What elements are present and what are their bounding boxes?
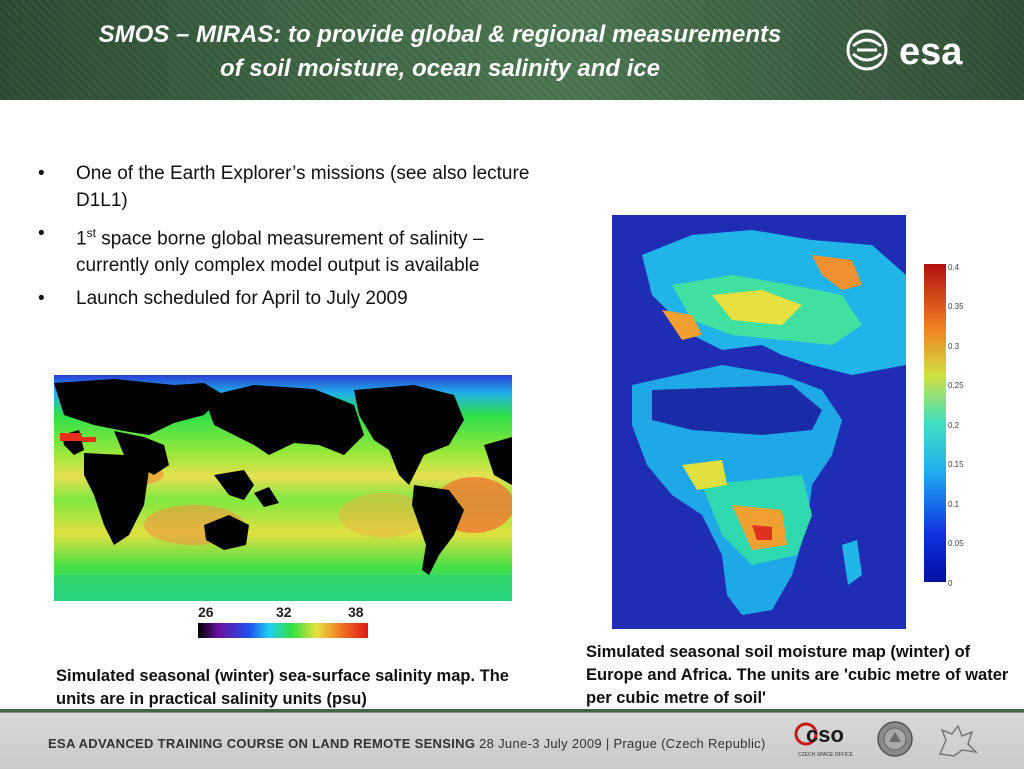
bullet-superscript: st [86, 226, 96, 240]
footer-divider [0, 709, 1024, 712]
moisture-tick: 0.2 [948, 421, 960, 430]
moisture-tick: 0.3 [948, 342, 960, 351]
bullet-text: Launch scheduled for April to July 2009 [76, 288, 408, 310]
slide-title: SMOS – MIRAS: to provide global & region… [20, 18, 860, 86]
cso-subtitle: CZECH SPACE OFFICE [798, 752, 854, 758]
bullet-text: space borne global measurement of salini… [76, 228, 484, 277]
salinity-colorbar: 26 32 38 psu [198, 604, 368, 638]
moisture-tick: 0.15 [948, 460, 964, 469]
esa-logo-text: esa [899, 31, 963, 73]
bullet-item: Launch scheduled for April to July 2009 [36, 285, 556, 312]
cso-logo-text: cso [806, 722, 844, 747]
footer-text: ESA ADVANCED TRAINING COURSE ON LAND REM… [48, 736, 766, 751]
moisture-tick: 0.4 [948, 263, 960, 272]
title-line-2: of soil moisture, ocean salinity and ice [219, 55, 661, 82]
bullet-text: One of the Earth Explorer’s missions (se… [76, 163, 530, 211]
scale-label-max: 38 psu [348, 604, 368, 620]
seal-icon [877, 721, 913, 757]
bullet-prefix: 1 [76, 228, 87, 250]
scale-label-mid: 32 [276, 604, 292, 620]
soil-moisture-map [612, 215, 906, 629]
moisture-tick: 0.05 [948, 539, 964, 548]
salinity-caption: Simulated seasonal (winter) sea-surface … [56, 667, 509, 708]
title-line-1: SMOS – MIRAS: to provide global & region… [98, 21, 782, 48]
bullet-list: One of the Earth Explorer’s missions (se… [36, 160, 556, 318]
moisture-tick: 0.25 [948, 381, 964, 390]
moisture-colorbar: 0.4 0.35 0.3 0.25 0.2 0.15 0.1 0.05 0 [924, 263, 964, 588]
cso-logo-icon: cso CZECH SPACE OFFICE [794, 722, 854, 758]
footer-event: 28 June-3 July 2009 | Prague (Czech Repu… [479, 736, 766, 751]
salinity-map [54, 375, 512, 601]
bullet-item: 1st space borne global measurement of sa… [36, 220, 556, 279]
moisture-caption: Simulated seasonal soil moisture map (wi… [586, 643, 1009, 707]
scale-label-min: 26 [198, 604, 214, 620]
moisture-tick: 0.1 [948, 500, 960, 509]
moisture-tick: 0.35 [948, 302, 964, 311]
bullet-item: One of the Earth Explorer’s missions (se… [36, 160, 556, 214]
footer-bar [0, 712, 1024, 769]
lion-emblem-icon [938, 724, 979, 757]
header-banner [0, 0, 1024, 100]
moisture-tick: 0 [948, 579, 953, 588]
footer-course: ESA ADVANCED TRAINING COURSE ON LAND REM… [48, 736, 476, 751]
esa-logo-icon: esa [846, 29, 963, 73]
